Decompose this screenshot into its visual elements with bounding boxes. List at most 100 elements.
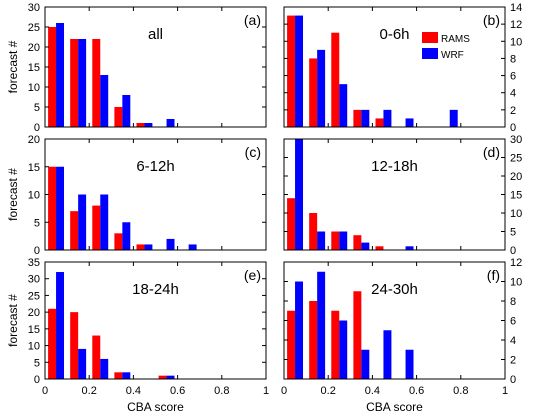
- bar-rams-d-4: [375, 246, 384, 250]
- bar-rams-c-2: [92, 205, 101, 250]
- ytick-label: 8: [510, 53, 516, 65]
- ytick-label: 5: [34, 217, 40, 229]
- ytick-label: 0: [510, 374, 516, 386]
- panel-title: 6-12h: [136, 158, 174, 175]
- ytick-label: 12: [510, 257, 522, 269]
- ytick-label: 35: [28, 257, 40, 269]
- bar-rams-c-1: [70, 211, 79, 250]
- ytick-label: 4: [510, 335, 516, 347]
- xtick-label: 0.2: [321, 385, 336, 397]
- panel-tag: (a): [244, 12, 261, 28]
- bar-wrf-e-1: [78, 348, 87, 379]
- ytick-label: 30: [28, 2, 40, 14]
- bar-rams-e-2: [92, 335, 101, 379]
- ytick-label: 25: [510, 153, 522, 165]
- panel-title: 18-24h: [132, 281, 179, 298]
- bar-rams-f-1: [309, 301, 318, 379]
- ytick-label: 20: [28, 134, 40, 146]
- y-axis-label: forecast #: [6, 168, 20, 221]
- bar-wrf-a-4: [144, 123, 153, 127]
- bar-wrf-a-1: [78, 39, 87, 127]
- panel-a: 0 5 10 15 20 25 30 all (a) forecast #: [6, 2, 267, 134]
- bar-wrf-c-5: [166, 238, 175, 250]
- bar-rams-d-2: [331, 231, 340, 250]
- bar-wrf-f-3: [361, 349, 370, 379]
- bar-wrf-a-3: [122, 95, 131, 127]
- bar-wrf-c-6: [188, 244, 197, 250]
- legend: RAMS WRF: [422, 32, 470, 61]
- panel-tag: (b): [483, 12, 500, 28]
- ytick-label: 0: [34, 122, 40, 134]
- bar-rams-a-3: [114, 107, 123, 127]
- bar-wrf-d-3: [361, 242, 370, 250]
- bar-rams-b-1: [309, 58, 318, 127]
- bar-wrf-e-2: [100, 358, 109, 379]
- ytick-label: 20: [510, 171, 522, 183]
- ytick-label: 25: [28, 290, 40, 302]
- panel-f: 0 2 4 6 8 10 12 0 0.2 0.4 0.6 0.8 1 24-30h (f) CBA scor…: [281, 257, 522, 414]
- panel-c: 0 5 10 15 20 6-12h (c) forecast #: [6, 134, 267, 257]
- y-axis-label: forecast #: [6, 40, 20, 93]
- panel-title: 24-30h: [371, 281, 418, 298]
- ytick-label: 5: [510, 227, 516, 239]
- panel-b: 0 2 4 6 8 10 12 14 0-6h (b) RAMS WRF: [283, 2, 522, 134]
- legend-label-rams: RAMS: [441, 34, 470, 45]
- bar-wrf-b-1: [317, 49, 326, 127]
- bar-wrf-c-4: [144, 244, 153, 250]
- bar-wrf-d-5: [405, 246, 414, 250]
- ytick-label: 4: [510, 88, 516, 100]
- bar-wrf-b-0: [295, 15, 304, 127]
- bar-rams-c-4: [136, 244, 145, 250]
- x-axis-label: CBA score: [366, 400, 423, 414]
- bar-rams-b-2: [331, 32, 340, 127]
- ytick-label: 15: [28, 62, 40, 74]
- ytick-label: 2: [510, 355, 516, 367]
- panel-title: all: [148, 26, 163, 43]
- bar-rams-f-2: [331, 310, 340, 379]
- ytick-label: 8: [510, 296, 516, 308]
- bar-wrf-d-1: [317, 231, 326, 250]
- ytick-label: 6: [510, 316, 516, 328]
- bar-wrf-e-3: [122, 372, 131, 379]
- bar-rams-e-1: [70, 312, 79, 379]
- bar-wrf-c-0: [56, 166, 65, 250]
- xtick-label: 1: [502, 385, 508, 397]
- bar-wrf-f-5: [405, 349, 414, 379]
- bar-rams-a-2: [92, 39, 101, 127]
- panel-title: 0-6h: [379, 26, 409, 43]
- bar-rams-e-3: [114, 372, 123, 379]
- ytick-label: 10: [510, 277, 522, 289]
- ytick-label: 14: [510, 2, 522, 14]
- bar-wrf-e-0: [56, 272, 65, 379]
- bar-rams-f-0: [287, 310, 296, 379]
- panel-tag: (e): [244, 267, 261, 283]
- xtick-label: 0.6: [170, 385, 185, 397]
- ytick-label: 25: [28, 22, 40, 34]
- bar-rams-b-4: [375, 118, 384, 127]
- bar-rams-a-4: [136, 123, 145, 127]
- ytick-label: 10: [28, 190, 40, 202]
- ytick-label: 15: [510, 190, 522, 202]
- bar-rams-d-0: [287, 198, 296, 250]
- bar-wrf-c-3: [122, 222, 131, 250]
- panel-d: 0 5 10 15 20 25 30 12-18h (d): [283, 134, 522, 257]
- bar-rams-d-1: [309, 213, 318, 250]
- bar-rams-c-0: [48, 166, 57, 250]
- bar-wrf-b-3: [361, 109, 370, 127]
- ytick-label: 15: [28, 162, 40, 174]
- bar-wrf-a-0: [56, 23, 65, 127]
- ytick-label: 10: [510, 36, 522, 48]
- ytick-label: 15: [28, 324, 40, 336]
- bar-wrf-b-5: [405, 118, 414, 127]
- ytick-label: 0: [510, 122, 516, 134]
- bar-wrf-f-1: [317, 271, 326, 379]
- xtick-label: 0.4: [126, 385, 141, 397]
- ytick-label: 10: [510, 208, 522, 220]
- bar-rams-a-0: [48, 27, 57, 127]
- xtick-label: 0.8: [214, 385, 229, 397]
- panel-tag: (c): [245, 144, 261, 160]
- ytick-label: 20: [28, 42, 40, 54]
- bar-rams-e-0: [48, 308, 57, 379]
- bar-rams-c-3: [114, 233, 123, 250]
